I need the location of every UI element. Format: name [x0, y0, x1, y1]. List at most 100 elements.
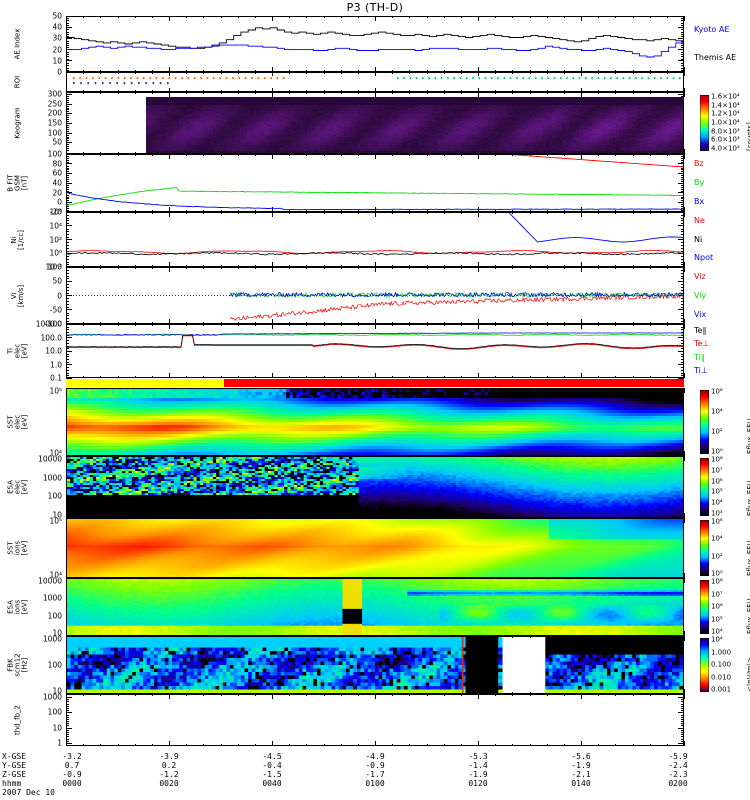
xtick	[203, 265, 205, 267]
cblabel-sst_i-3: 10⁰	[711, 570, 723, 578]
xtick	[632, 72, 634, 74]
xtick	[203, 634, 205, 636]
xtick	[254, 454, 256, 456]
xtick	[632, 324, 634, 326]
tick	[681, 36, 684, 38]
tick	[66, 45, 69, 47]
xtick	[272, 324, 273, 326]
xtick	[392, 322, 394, 324]
xtick	[512, 267, 514, 269]
tick	[66, 350, 72, 352]
xtick	[83, 154, 85, 156]
tick	[681, 54, 684, 56]
xtick	[169, 319, 170, 324]
tick	[66, 329, 69, 331]
xtick	[409, 744, 411, 746]
xtick	[169, 72, 170, 76]
xtick	[684, 262, 685, 267]
tick	[66, 245, 69, 246]
xtick	[375, 265, 376, 267]
xtick	[581, 516, 582, 518]
xtick	[460, 90, 462, 92]
spec-esa_i	[67, 579, 683, 635]
xtick	[615, 210, 617, 212]
tick	[681, 258, 684, 260]
xtick	[100, 90, 102, 92]
xtick	[666, 265, 668, 267]
xtick	[272, 212, 273, 217]
tick	[681, 214, 684, 216]
xtick	[83, 692, 85, 694]
xtick	[306, 16, 308, 18]
xtick	[289, 694, 291, 696]
xtick	[169, 267, 170, 272]
xtick	[272, 72, 273, 76]
tick	[66, 194, 69, 196]
tick	[681, 332, 684, 334]
tick	[681, 340, 684, 342]
xtick	[512, 210, 514, 212]
xtick	[478, 694, 479, 699]
tick	[681, 51, 684, 53]
xtick	[392, 267, 394, 269]
tick	[66, 298, 69, 300]
tick	[66, 184, 69, 186]
xtick	[649, 324, 651, 326]
tick	[66, 732, 69, 734]
xtick	[684, 212, 685, 217]
xtick	[581, 454, 582, 456]
xtick	[151, 265, 153, 267]
tick	[681, 738, 684, 740]
xtick	[409, 694, 411, 696]
tick	[66, 153, 72, 155]
xtick	[272, 692, 273, 694]
xtick	[186, 267, 188, 269]
cblabel-esa_i-3: 10⁵	[711, 616, 723, 623]
xtick	[649, 90, 651, 92]
tick	[681, 375, 684, 377]
tick	[66, 725, 69, 727]
yt-thd-1: 100	[48, 709, 62, 717]
xtick	[306, 212, 308, 214]
xtick	[272, 324, 273, 329]
xtick	[443, 322, 445, 324]
xtick	[632, 516, 634, 518]
xtick	[443, 154, 445, 156]
xtick	[151, 694, 153, 696]
xtick	[478, 262, 479, 267]
tick	[66, 206, 69, 208]
xtick	[169, 692, 170, 694]
cbunit-keogram: [counts]	[746, 122, 750, 151]
tick	[681, 707, 684, 709]
tick	[681, 356, 684, 358]
xtick	[563, 210, 565, 212]
xtick	[254, 694, 256, 696]
xtick	[340, 16, 342, 18]
xtick	[220, 92, 222, 94]
xtick	[151, 376, 153, 378]
xtick	[306, 265, 308, 267]
tick	[66, 113, 69, 115]
tick	[681, 186, 684, 188]
xtick	[409, 692, 411, 694]
xtick	[632, 152, 634, 154]
tick	[681, 171, 684, 173]
xtick	[375, 154, 376, 159]
xtick	[512, 265, 514, 267]
xtick	[66, 373, 67, 378]
xtick	[289, 154, 291, 156]
xtick	[581, 741, 582, 746]
cblabel-sst_i-2: 10²	[711, 553, 723, 560]
tick	[681, 242, 684, 244]
xtick	[478, 267, 479, 269]
xtick	[83, 265, 85, 267]
xtick	[289, 376, 291, 378]
tick	[66, 58, 69, 60]
tick	[66, 284, 69, 286]
xtick	[117, 744, 119, 746]
xtick	[495, 322, 497, 324]
xtick	[478, 741, 479, 746]
xtick	[357, 265, 359, 267]
xtick	[323, 516, 325, 518]
xtick	[684, 518, 685, 523]
